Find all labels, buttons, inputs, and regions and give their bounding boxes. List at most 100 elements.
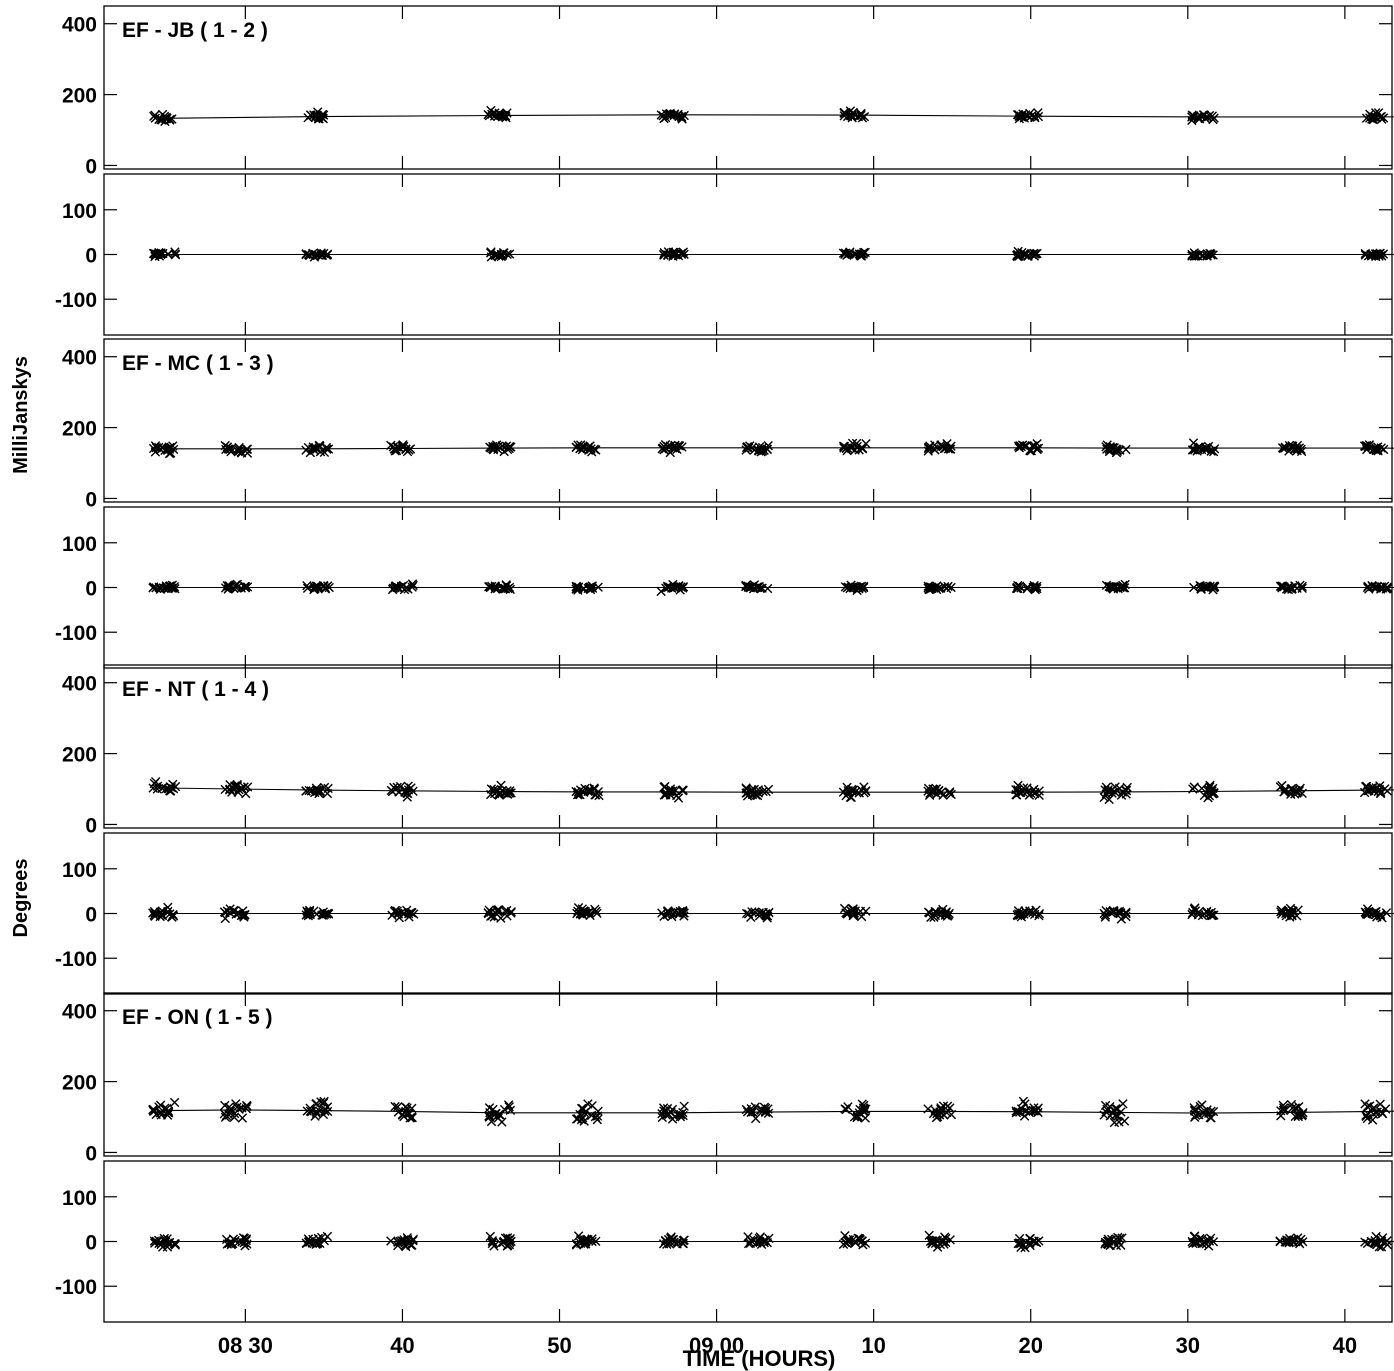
amplitude-point-2-7-17	[741, 788, 751, 798]
phase-point-3-10-16	[1018, 1240, 1029, 1250]
amplitude-point-1-14-16	[1360, 441, 1370, 452]
phase-point-2-12-17	[1207, 910, 1217, 921]
phase-point-2-5-16	[590, 904, 600, 914]
amplitude-point-3-7-17	[758, 1106, 768, 1116]
phase-point-1-0-16	[168, 583, 178, 593]
amplitude-point-3-13-17	[1297, 1109, 1308, 1120]
phase-point-2-3-17	[402, 905, 412, 915]
phase-point-0-4-16	[855, 251, 866, 261]
phase-point-0-3-15	[663, 250, 673, 261]
phase-point-3-7-15	[743, 1238, 754, 1249]
phase-point-1-14-16	[1362, 582, 1373, 593]
phase-point-0-6-17	[1187, 249, 1197, 260]
amplitude-point-3-1-2	[237, 1113, 248, 1123]
phase-point-1-1-14	[240, 583, 251, 593]
amplitude-point-2-5-17	[573, 787, 583, 797]
phase-point-3-0-12	[158, 1242, 168, 1252]
phase-point-3-1-16	[242, 1239, 252, 1249]
amplitude-point-2-8-9	[846, 792, 856, 802]
amplitude-point-0-4-12	[848, 107, 858, 118]
phase-point-3-3-17	[408, 1236, 418, 1246]
phase-point-3-5-17	[580, 1236, 591, 1246]
amplitude-point-1-9-7	[943, 444, 954, 454]
amplitude-point-2-5-15	[585, 786, 595, 797]
phase-point-1-8-16	[840, 582, 851, 592]
phase-point-1-10-13	[1011, 583, 1022, 594]
x-tick-label-90: 30	[1176, 1333, 1200, 1358]
amplitude-point-1-5-11	[584, 445, 594, 455]
amplitude-point-2-2-14	[310, 787, 320, 798]
amplitude-point-2-7-9	[761, 786, 771, 797]
phase-point-1-12-17	[1209, 583, 1219, 593]
phase-point-3-0-17	[164, 1237, 175, 1248]
phase-point-0-1-17	[317, 250, 327, 261]
phase-point-3-5-14	[591, 1236, 601, 1246]
amplitude-point-2-9-12	[944, 788, 955, 798]
amplitude-point-0-4-14	[853, 111, 864, 122]
amplitude-point-1-12-14	[1193, 444, 1203, 455]
phase-point-1-13-17	[1292, 583, 1302, 593]
amplitude-point-1-1-8	[242, 444, 253, 454]
amplitude-point-2-3-15	[403, 788, 413, 799]
phase-point-3-10-17	[1016, 1238, 1026, 1249]
amplitude-ytick-label-2-400: 400	[62, 673, 97, 696]
phase-point-0-6-13	[1202, 251, 1212, 261]
phase-point-2-12-16	[1189, 904, 1199, 914]
amplitude-point-2-11-13	[1099, 792, 1109, 803]
amplitude-point-1-4-13	[488, 444, 498, 454]
amplitude-point-3-0-15	[169, 1097, 180, 1108]
amplitude-point-2-11-6	[1104, 794, 1114, 805]
amplitude-point-3-7-15	[746, 1107, 756, 1117]
phase-point-0-3-17	[663, 247, 674, 257]
amplitude-point-3-12-17	[1198, 1108, 1208, 1118]
phase-point-1-3-15	[390, 581, 401, 591]
amplitude-point-3-12-4	[1189, 1103, 1199, 1113]
amplitude-point-2-3-10	[402, 792, 412, 802]
amplitude-point-1-9-17	[946, 444, 956, 454]
amplitude-point-3-14-17	[1372, 1107, 1382, 1117]
amplitude-point-1-6-14	[677, 442, 687, 452]
amplitude-point-2-11-17	[1110, 782, 1120, 792]
amplitude-point-2-1-17	[228, 784, 238, 794]
phase-point-1-6-17	[656, 586, 666, 597]
phase-point-3-9-16	[928, 1236, 938, 1246]
baseline-title-0: EF - JB ( 1 - 2 )	[122, 19, 268, 42]
amplitude-point-3-14-9	[1362, 1113, 1372, 1124]
amplitude-point-2-0-17	[168, 779, 178, 789]
amplitude-point-0-3-16	[664, 109, 674, 119]
amplitude-point-2-8-14	[854, 788, 864, 798]
amplitude-point-3-1-16	[234, 1104, 244, 1114]
amplitude-point-0-7-17	[1375, 112, 1385, 122]
amplitude-point-3-10-16	[1020, 1099, 1030, 1109]
phase-point-1-11-11	[1119, 583, 1130, 593]
phase-point-2-11-16	[1121, 911, 1131, 922]
y-axis-label-phase: Degrees	[10, 859, 32, 938]
phase-point-2-8-7	[839, 903, 850, 914]
amplitude-point-1-13-13	[1294, 443, 1305, 453]
phase-point-1-5-16	[573, 583, 583, 594]
amplitude-point-2-3-14	[390, 784, 401, 794]
phase-point-2-10-17	[1019, 909, 1029, 919]
amplitude-point-1-13-14	[1290, 443, 1301, 453]
amplitude-ytick-label-2-0: 0	[85, 814, 97, 837]
phase-point-1-1-13	[232, 579, 242, 589]
phase-point-3-3-14	[406, 1240, 416, 1250]
amplitude-point-1-4-16	[501, 441, 512, 451]
phase-point-1-2-17	[302, 581, 312, 591]
amplitude-point-2-13-10	[1275, 782, 1286, 792]
amplitude-point-1-8-17	[856, 443, 866, 453]
phase-point-3-5-12	[573, 1231, 584, 1241]
amplitude-point-3-5-7	[593, 1106, 603, 1116]
phase-point-2-7-17	[760, 909, 771, 919]
phase-point-3-3-13	[393, 1240, 403, 1251]
amplitude-point-1-5-16	[573, 440, 583, 450]
amplitude-point-3-1-5	[229, 1112, 239, 1122]
amplitude-point-3-6-8	[658, 1103, 669, 1113]
amplitude-panel-frame-0	[103, 5, 1393, 170]
amplitude-point-2-14-17	[1369, 786, 1380, 796]
amplitude-point-2-4-11	[506, 788, 516, 798]
amplitude-point-3-6-16	[657, 1112, 667, 1123]
amplitude-point-3-0-14	[156, 1110, 166, 1120]
amplitude-point-3-2-12	[305, 1103, 315, 1113]
phase-point-1-2-16	[323, 581, 333, 591]
